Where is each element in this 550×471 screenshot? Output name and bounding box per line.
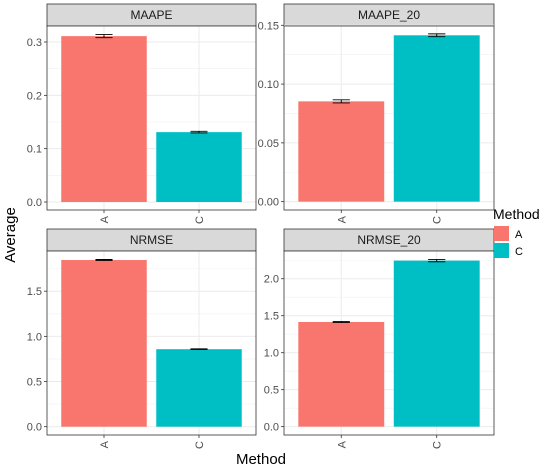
- y-tick-label: 0.0: [27, 422, 42, 434]
- error-bar: [190, 348, 208, 350]
- panel-border: [46, 250, 257, 436]
- error-bar: [332, 320, 350, 324]
- y-tick-label: 0.0: [27, 197, 42, 209]
- legend-swatch: [494, 226, 509, 241]
- y-tick-label: 0.0: [264, 422, 279, 434]
- facet-title: NRMSE_20: [357, 233, 421, 247]
- bar-C: [393, 260, 480, 427]
- facet-panel: NRMSE 0.0 0.5 1.0 1.5 A C: [27, 228, 257, 449]
- y-tick-label: 0.10: [258, 79, 279, 91]
- bar-C: [393, 35, 480, 202]
- legend-swatch: [494, 243, 509, 258]
- y-tick-label: 0.1: [27, 144, 42, 156]
- facet-panels: MAAPE 0.0 0.1 0.2 0.3 A C MAAPE_20 0.00 0.05 0.10 0…: [27, 3, 495, 449]
- y-tick-label: 0.15: [258, 20, 279, 32]
- legend-item: A: [494, 226, 523, 241]
- y-tick-label: 0.3: [27, 37, 42, 49]
- x-tick-label: C: [194, 216, 206, 224]
- bar-A: [298, 101, 385, 202]
- facet-title: NRMSE: [130, 233, 173, 247]
- legend-item: C: [494, 243, 523, 258]
- x-tick-label: A: [99, 215, 111, 223]
- y-tick-label: 1.0: [27, 331, 42, 343]
- legend: Method AC: [493, 206, 540, 258]
- facet-panel: MAAPE_20 0.00 0.05 0.10 0.15 A C: [258, 3, 495, 224]
- error-bar: [190, 130, 208, 134]
- legend-label: A: [515, 229, 523, 241]
- facet-title: MAAPE: [130, 8, 172, 22]
- legend-label: C: [515, 246, 523, 258]
- y-tick-label: 0.5: [264, 385, 279, 397]
- y-tick-label: 0.2: [27, 90, 42, 102]
- error-bar: [428, 258, 446, 263]
- x-tick-label: A: [336, 440, 348, 448]
- panel-border: [46, 25, 257, 211]
- facet-panel: MAAPE 0.0 0.1 0.2 0.3 A C: [27, 3, 257, 224]
- x-tick-label: C: [432, 441, 444, 449]
- bar-A: [298, 321, 385, 427]
- y-tick-label: 2.0: [264, 274, 279, 286]
- bar-C: [156, 349, 242, 427]
- error-bar: [428, 33, 446, 38]
- x-tick-label: C: [194, 441, 206, 449]
- panel-border: [283, 250, 495, 436]
- error-bar: [95, 259, 113, 262]
- x-axis-title: Method: [236, 451, 286, 468]
- y-axis-title: Average: [2, 207, 19, 263]
- facet-panel: NRMSE_20 0.0 0.5 1.0 1.5 2.0 A C: [264, 228, 495, 449]
- panel-border: [283, 25, 495, 211]
- x-tick-label: A: [99, 440, 111, 448]
- error-bar: [95, 34, 113, 39]
- y-tick-label: 0.00: [258, 197, 279, 209]
- legend-title: Method: [493, 206, 540, 222]
- y-tick-label: 1.5: [264, 311, 279, 323]
- bar-A: [61, 260, 147, 427]
- y-tick-label: 0.05: [258, 138, 279, 150]
- bar-C: [156, 132, 242, 202]
- y-tick-label: 1.0: [264, 348, 279, 360]
- facet-title: MAAPE_20: [358, 8, 420, 22]
- x-tick-label: A: [336, 215, 348, 223]
- bar-A: [61, 36, 147, 203]
- error-bar: [332, 99, 350, 104]
- y-tick-label: 0.5: [27, 377, 42, 389]
- y-tick-label: 1.5: [27, 286, 42, 298]
- x-tick-label: C: [432, 216, 444, 224]
